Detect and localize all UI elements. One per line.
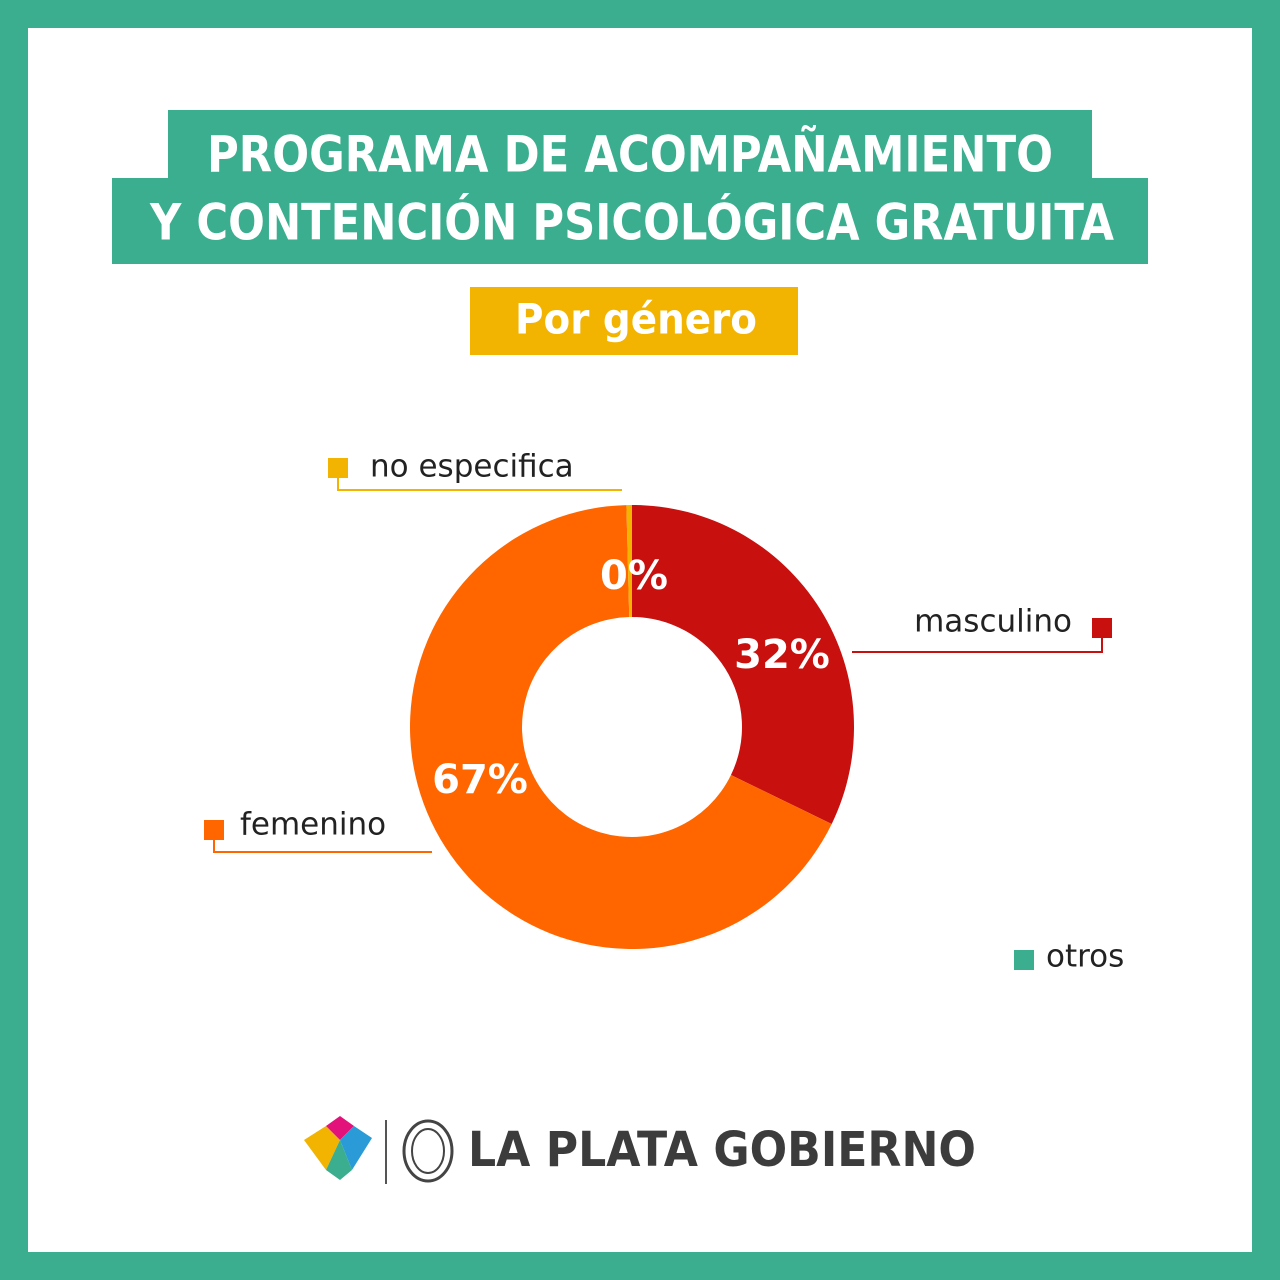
chart-title: Y CONTENCIÓN PSICOLÓGICA GRATUITA: [149, 193, 1114, 252]
chart-subtitle: Por género: [515, 295, 757, 344]
logo-seal: [411, 1128, 445, 1174]
value-label: 32%: [734, 632, 830, 678]
legend-marker: [1092, 618, 1112, 638]
legend-marker: [204, 820, 224, 840]
legend-label: femenino: [240, 807, 386, 843]
subtitle-box: [470, 287, 798, 355]
logo-heart: [304, 1126, 340, 1170]
donut-slice: [626, 505, 632, 618]
logo-heart: [326, 1116, 354, 1140]
donut-slice: [632, 505, 854, 824]
legend-label: otros: [1046, 939, 1124, 975]
title-box: [168, 110, 1092, 182]
legend-marker: [328, 458, 348, 478]
logo-heart: [340, 1126, 372, 1170]
legend-label: no especifica: [370, 449, 574, 485]
value-label: 0%: [600, 553, 668, 599]
logo-heart: [326, 1140, 352, 1180]
logo-seal: [402, 1119, 454, 1183]
donut-slice: [409, 505, 832, 949]
legend-label: masculino: [914, 604, 1072, 640]
value-label: 67%: [432, 757, 528, 803]
brand-name: LA PLATA GOBIERNO: [468, 1122, 976, 1178]
legend-marker: [1014, 950, 1034, 970]
donut-chart: masculino 32% femenino 67% otros no especific…: [204, 449, 1124, 975]
chart-title: PROGRAMA DE ACOMPAÑAMIENTO: [207, 125, 1053, 184]
footer-logo: LA PLATA GOBIERNO: [304, 1116, 976, 1184]
title-box: [112, 178, 1148, 264]
